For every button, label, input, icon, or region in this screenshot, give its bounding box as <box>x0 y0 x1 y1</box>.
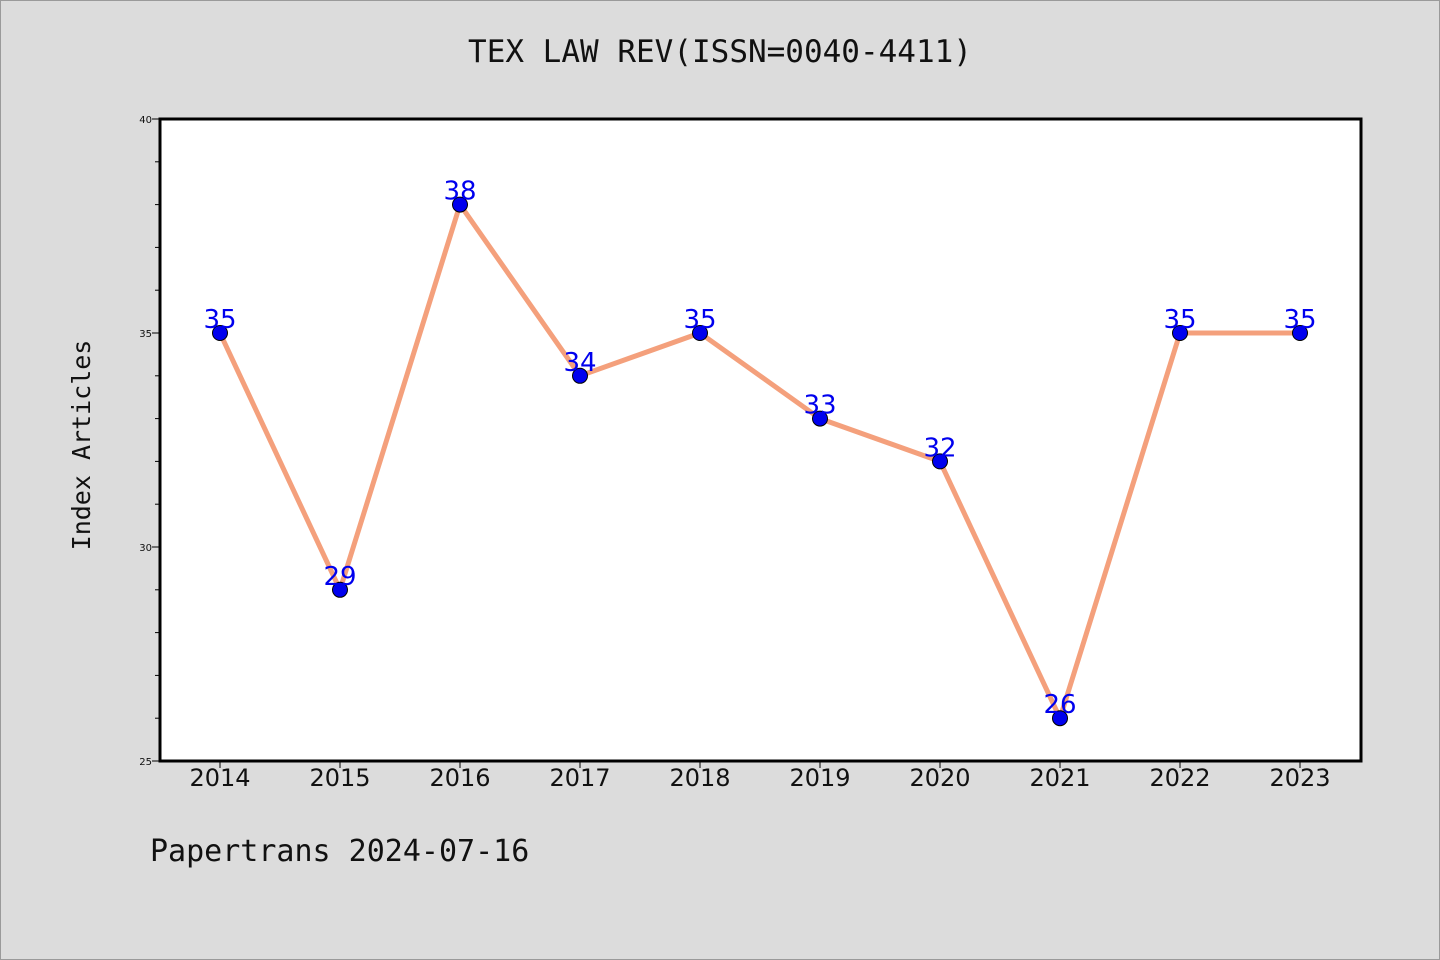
data-label: 35 <box>683 305 716 335</box>
x-tick-label: 2018 <box>669 764 730 792</box>
data-point <box>1292 325 1308 341</box>
y-axis-label: Index Articles <box>67 340 96 551</box>
data-label: 38 <box>443 177 476 207</box>
x-tick-label: 2020 <box>909 764 970 792</box>
series-markers <box>212 196 1308 727</box>
data-point <box>452 196 468 213</box>
data-label: 34 <box>563 348 596 378</box>
x-tick-label: 2022 <box>1149 764 1210 792</box>
x-tick-label: 2017 <box>549 764 610 792</box>
x-axis-ticks: 2014 2015 2016 2017 2018 2019 2020 2021 2022 2023 <box>189 761 1331 792</box>
data-point <box>1172 325 1188 341</box>
y-tick-label: 30 <box>139 543 152 554</box>
data-point <box>1052 710 1068 727</box>
x-tick-label: 2023 <box>1269 764 1330 792</box>
data-point <box>812 410 828 427</box>
series-line <box>217 202 1300 721</box>
data-label: 29 <box>323 562 356 592</box>
x-tick-label: 2015 <box>309 764 370 792</box>
data-point <box>332 581 348 598</box>
y-tick-label: 40 <box>139 115 152 126</box>
data-label: 35 <box>203 305 236 335</box>
data-labels: 35 29 38 34 35 33 32 26 35 35 <box>203 177 1316 721</box>
data-point <box>212 325 228 341</box>
data-label: 26 <box>1043 690 1076 720</box>
plot-area <box>158 117 1363 763</box>
footer-note: Papertrans 2024-07-16 <box>150 834 530 869</box>
x-tick-label: 2021 <box>1029 764 1090 792</box>
x-tick-label: 2016 <box>429 764 490 792</box>
x-tick-label: 2019 <box>789 764 850 792</box>
y-tick-label: 35 <box>139 329 152 340</box>
y-tick-label: 25 <box>139 757 152 768</box>
y-axis-ticks: 25 30 35 40 <box>139 115 160 768</box>
data-label: 35 <box>1163 305 1196 335</box>
y-minor-ticks <box>155 161 160 719</box>
data-point <box>692 325 708 341</box>
data-label: 32 <box>923 433 956 463</box>
chart-title: TEX LAW REV(ISSN=0040-4411) <box>468 34 972 70</box>
data-point <box>932 453 948 470</box>
data-point <box>572 367 588 384</box>
data-label: 33 <box>803 391 836 421</box>
data-label: 35 <box>1283 305 1316 335</box>
x-tick-label: 2014 <box>189 764 250 792</box>
